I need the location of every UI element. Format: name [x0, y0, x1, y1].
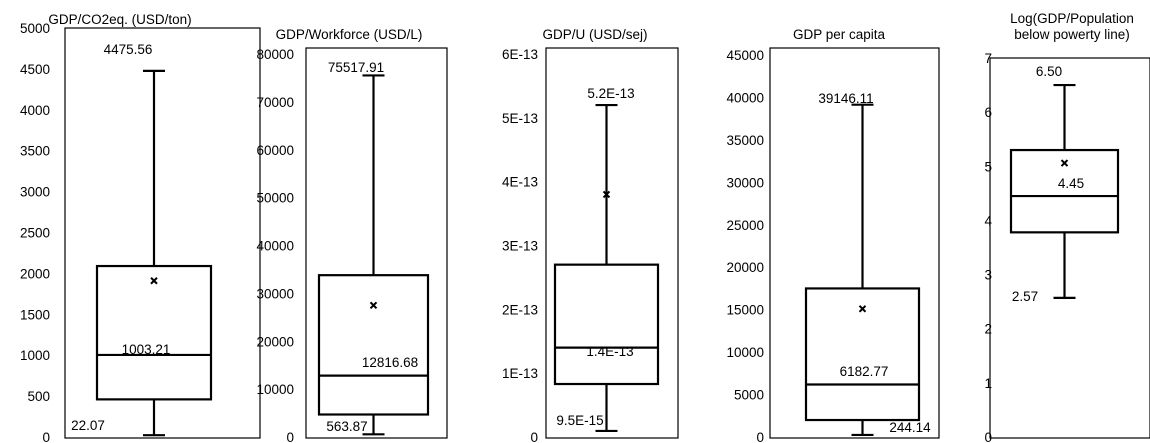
chart-3-iqr-box: [553, 263, 660, 386]
chart-4-frame: [769, 47, 940, 439]
chart-1-ytick-label: 5000: [20, 21, 50, 36]
chart-4-ytick-label: 30000: [726, 175, 764, 190]
chart-4-ytick-label: 10000: [726, 345, 764, 360]
chart-1-title: GDP/CO2eq. (USD/ton): [48, 12, 191, 27]
chart-1-max-label: 4475.56: [104, 42, 153, 57]
chart-4-ytick-label: 25000: [726, 218, 764, 233]
chart-2-ytick-label: 30000: [256, 286, 294, 301]
chart-5-mean-marker: [1060, 159, 1069, 167]
chart-3-ytick-label: 4E-13: [502, 175, 538, 190]
chart-1-ytick-label: 0: [42, 430, 50, 443]
chart-1-ytick-label: 4000: [20, 103, 50, 118]
chart-2-iqr-box: [317, 274, 430, 416]
chart-2-ytick-label: 40000: [256, 239, 294, 254]
chart-2-mean-marker: [369, 301, 378, 310]
chart-1-ytick-label: 1000: [20, 348, 50, 363]
chart-1-median-label: 1003.21: [122, 342, 171, 357]
chart-4-ytick-label: 0: [756, 430, 764, 443]
chart-5-ytick-label: 0: [984, 430, 992, 443]
chart-2-ytick-label: 70000: [256, 95, 294, 110]
chart-3-min-label: 9.5E-15: [556, 413, 603, 428]
chart-4-iqr-box: [804, 287, 921, 422]
chart-2-ytick-label: 80000: [256, 47, 294, 62]
chart-5-ytick-label: 1: [984, 376, 992, 391]
chart-1-mean-marker: [150, 277, 158, 285]
chart-1-ytick-label: 2500: [20, 226, 50, 241]
chart-5-ytick-label: 7: [984, 51, 992, 66]
chart-4-mean-marker: [858, 305, 867, 313]
chart-3-ytick-label: 3E-13: [502, 239, 538, 254]
chart-2-title: GDP/Workforce (USD/L): [276, 27, 423, 42]
chart-3-ytick-label: 5E-13: [502, 111, 538, 126]
chart-4-title: GDP per capita: [793, 27, 886, 42]
chart-4-ytick-label: 15000: [726, 303, 764, 318]
chart-3-median-label: 1.4E-13: [586, 344, 633, 359]
chart-2-max-label: 75517.91: [328, 60, 384, 75]
chart-1-frame: [64, 27, 261, 439]
chart-3-mean-marker: [602, 190, 611, 199]
chart-5-min-label: 2.57: [1012, 289, 1038, 304]
chart-5-ytick-label: 6: [984, 105, 992, 120]
chart-4-ytick-label: 35000: [726, 133, 764, 148]
chart-2-ytick-label: 0: [286, 430, 294, 443]
chart-4-ytick-label: 5000: [734, 388, 764, 403]
chart-3-max-label: 5.2E-13: [587, 86, 634, 101]
chart-5-frame: [989, 57, 1150, 439]
chart-3-title: GDP/U (USD/sej): [542, 27, 647, 42]
chart-1-min-label: 22.07: [71, 418, 105, 433]
chart-3-ytick-label: 2E-13: [502, 302, 538, 317]
chart-3-ytick-label: 0: [530, 430, 538, 443]
chart-5-median-label: 4.45: [1058, 176, 1084, 191]
chart-1-ytick-label: 3500: [20, 144, 50, 159]
chart-4-ytick-label: 45000: [726, 48, 764, 63]
chart-5-max-label: 6.50: [1036, 64, 1062, 79]
chart-2-ytick-label: 60000: [256, 143, 294, 158]
chart-5-title: Log(GDP/Population below powerty line): [1010, 11, 1134, 42]
chart-1-ytick-label: 4500: [20, 62, 50, 77]
chart-3-frame: [545, 47, 679, 439]
chart-2-ytick-label: 20000: [256, 334, 294, 349]
chart-4-median-label: 6182.77: [840, 364, 889, 379]
chart-4-ytick-label: 20000: [726, 260, 764, 275]
chart-2-frame: [305, 47, 448, 439]
chart-1-ytick-label: 2000: [20, 266, 50, 281]
chart-5-ytick-label: 4: [984, 213, 992, 228]
chart-1-ytick-label: 1500: [20, 307, 50, 322]
chart-3-ytick-label: 1E-13: [502, 366, 538, 381]
chart-5-ytick-label: 3: [984, 268, 992, 283]
chart-1-ytick-label: 3000: [20, 185, 50, 200]
chart-2-min-label: 563.87: [326, 419, 367, 434]
chart-4-min-label: 244.14: [889, 420, 931, 435]
chart-2-ytick-label: 50000: [256, 191, 294, 206]
chart-5-iqr-box: [1009, 148, 1120, 234]
chart-3-ytick-label: 6E-13: [502, 47, 538, 62]
chart-2-ytick-label: 10000: [256, 382, 294, 397]
chart-2-median-label: 12816.68: [362, 355, 418, 370]
chart-1-ytick-label: 500: [27, 389, 50, 404]
chart-1-iqr-box: [95, 264, 213, 401]
chart-4-max-label: 39146.11: [818, 91, 873, 106]
chart-5-ytick-label: 2: [984, 322, 992, 337]
chart-5-ytick-label: 5: [984, 159, 992, 174]
chart-4-ytick-label: 40000: [726, 90, 764, 105]
